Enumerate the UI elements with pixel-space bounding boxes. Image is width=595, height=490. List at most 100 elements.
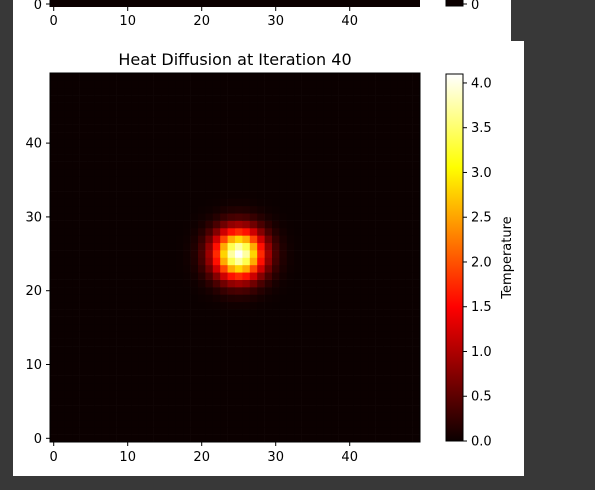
heatmap-cell	[360, 405, 369, 413]
heatmap-cell	[338, 287, 347, 295]
heatmap-cell	[249, 161, 258, 170]
heatmap-cell	[264, 309, 273, 317]
heatmap-cell	[227, 264, 236, 273]
heatmap-cell	[79, 368, 88, 376]
heatmap-cell	[360, 390, 369, 399]
heatmap-cell	[235, 301, 243, 310]
heatmap-cell	[353, 412, 362, 421]
heatmap-cell	[175, 154, 184, 162]
heatmap-cell	[190, 73, 199, 81]
heatmap-cell	[353, 346, 362, 354]
heatmap-cell	[397, 205, 406, 214]
heatmap-cell	[397, 154, 406, 162]
heatmap-cell	[227, 419, 236, 428]
heatmap-cell	[323, 294, 332, 303]
heatmap-cell	[338, 87, 347, 96]
heatmap-cell	[57, 124, 66, 133]
heatmap-cell	[390, 124, 399, 133]
heatmap-cell	[235, 353, 243, 362]
heatmap-cell	[161, 382, 169, 391]
heatmap-cell	[375, 117, 384, 125]
heatmap-cell	[183, 176, 191, 184]
x-tick-label: 40	[341, 450, 358, 465]
heatmap-cell	[286, 132, 295, 140]
heatmap-cell	[264, 397, 273, 406]
heatmap-cell	[405, 294, 413, 303]
heatmap-cell	[101, 80, 110, 89]
heatmap-cell	[183, 375, 191, 384]
heatmap-cell	[79, 176, 88, 184]
heatmap-cell	[353, 309, 362, 317]
heatmap-cell	[323, 316, 332, 325]
heatmap-cell	[146, 346, 154, 354]
heatmap-cell	[212, 397, 221, 406]
heatmap-cell	[390, 242, 399, 251]
heatmap-cell	[405, 375, 413, 384]
heatmap-cell	[220, 154, 228, 162]
heatmap-cell	[183, 434, 191, 443]
heatmap-cell	[131, 139, 140, 148]
heatmap-cell	[153, 109, 162, 118]
heatmap-cell	[242, 390, 251, 399]
heatmap-cell	[50, 154, 58, 162]
heatmap-cell	[323, 405, 332, 413]
heatmap-cell	[390, 272, 399, 280]
heatmap-cell	[116, 316, 125, 325]
heatmap-cell	[346, 316, 354, 325]
colorbar-tick-label: 1.5	[471, 300, 492, 315]
heatmap-cell	[198, 360, 206, 369]
heatmap-cell	[412, 294, 421, 303]
heatmap-cell	[72, 161, 80, 170]
heatmap-cell	[50, 405, 58, 413]
heatmap-cell	[198, 168, 206, 177]
heatmap-cell	[338, 205, 347, 214]
heatmap-cell	[257, 360, 265, 369]
heatmap-cell	[412, 419, 421, 428]
heatmap-cell	[153, 397, 162, 406]
heatmap-cell	[198, 368, 206, 376]
heatmap-cell	[50, 264, 58, 273]
heatmap-cell	[338, 257, 347, 266]
heatmap-cell	[375, 287, 384, 295]
heatmap-cell	[279, 132, 288, 140]
heatmap-cell	[50, 109, 58, 118]
heatmap-cell	[212, 287, 221, 295]
heatmap-cell	[257, 316, 265, 325]
heatmap-cell	[57, 279, 66, 288]
heatmap-cell	[220, 109, 228, 118]
heatmap-cell	[94, 146, 103, 155]
heatmap-cell	[138, 198, 147, 207]
heatmap-cell	[323, 117, 332, 125]
heatmap-cell	[64, 80, 73, 89]
heatmap-cell	[346, 250, 354, 258]
heatmap-cell	[346, 323, 354, 332]
heatmap-cell	[360, 235, 369, 244]
heatmap-cell	[294, 323, 302, 332]
heatmap-cell	[353, 242, 362, 251]
heatmap-cell	[57, 257, 66, 266]
heatmap-cell	[101, 294, 110, 303]
heatmap-cell	[72, 124, 80, 133]
heatmap-cell	[360, 331, 369, 339]
heatmap-cell	[235, 375, 243, 384]
heatmap-cell	[235, 368, 243, 376]
heatmap-cell	[397, 368, 406, 376]
heatmap-cell	[286, 73, 295, 81]
heatmap-cell	[249, 331, 258, 339]
heatmap-cell	[190, 382, 199, 391]
heatmap-cell	[397, 323, 406, 332]
heatmap-cell	[161, 353, 169, 362]
heatmap-cell	[390, 139, 399, 148]
heatmap-cell	[175, 338, 184, 347]
heatmap-cell	[346, 405, 354, 413]
heatmap-cell	[397, 309, 406, 317]
heatmap-cell	[242, 382, 251, 391]
heatmap-cell	[116, 80, 125, 89]
heatmap-cell	[161, 272, 169, 280]
heatmap-cell	[101, 183, 110, 192]
heatmap-cell	[94, 360, 103, 369]
heatmap-cell	[368, 132, 376, 140]
heatmap-cell	[368, 346, 376, 354]
heatmap-cell	[272, 205, 280, 214]
heatmap-cell	[124, 375, 132, 384]
